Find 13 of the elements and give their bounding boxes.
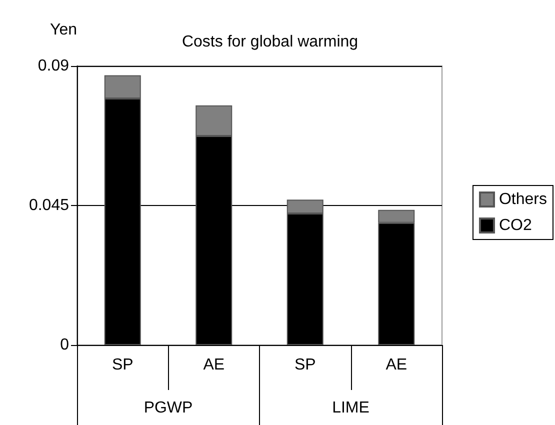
- y-tick-label: 0: [60, 336, 70, 354]
- legend-label: Others: [498, 191, 547, 208]
- legend-label: CO2: [498, 217, 532, 234]
- chart-title: Costs for global warming: [182, 34, 358, 50]
- y-tick-label: 0.045: [28, 197, 70, 214]
- x-tick-label: AE: [203, 356, 225, 374]
- x-tick-label: SP: [112, 356, 134, 374]
- x-tick-label: SP: [294, 356, 316, 374]
- y-axis-title: Yen: [50, 22, 77, 38]
- text: LIME: [332, 400, 370, 416]
- y-tick-label: 0.09: [38, 58, 70, 74]
- text: PGWP: [144, 400, 193, 416]
- x-tick-label: AE: [386, 356, 408, 374]
